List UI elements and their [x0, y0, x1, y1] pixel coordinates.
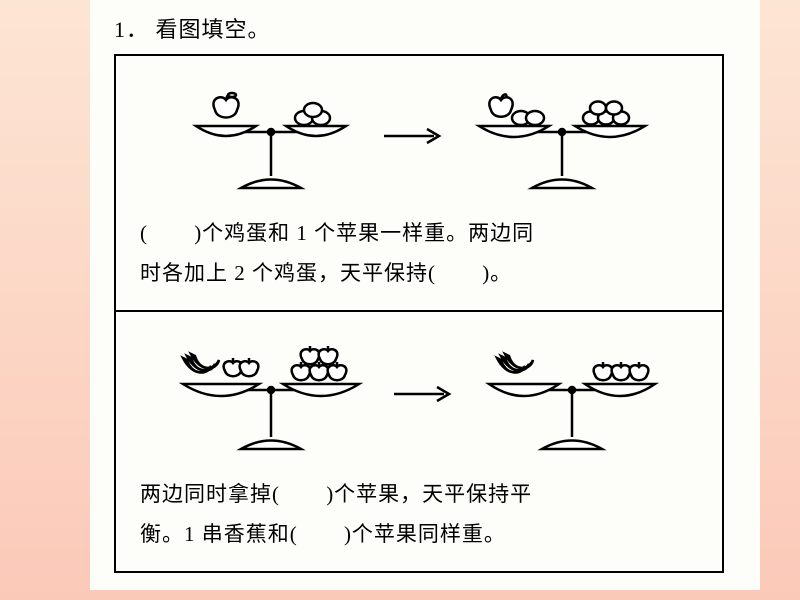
- arrow-icon: [389, 384, 459, 404]
- p1-seg2: )个鸡蛋和 1 个苹果一样重。两边同: [194, 221, 534, 245]
- p2-seg3: 衡。1 串香蕉和(: [140, 522, 298, 546]
- content-box: ( )个鸡蛋和 1 个苹果一样重。两边同 时各加上 2 个鸡蛋，天平保持( )。: [114, 54, 724, 573]
- p1-seg4: )。: [482, 261, 512, 285]
- balance-scale-apple2eggs-5eggs: [467, 76, 657, 196]
- panel2-text: 两边同时拿掉( )个苹果，天平保持平 衡。1 串香蕉和( )个苹果同样重。: [140, 475, 698, 555]
- arrow-icon: [379, 126, 449, 146]
- p2-seg4: )个苹果同样重。: [344, 522, 506, 546]
- p1-seg1: (: [140, 221, 148, 245]
- question-title: 1． 看图填空。: [114, 12, 736, 44]
- panel1-figures: [140, 76, 698, 196]
- title-text: 看图填空。: [156, 17, 271, 42]
- worksheet-page: 1． 看图填空。: [90, 0, 760, 590]
- p1-seg3: 时各加上 2 个鸡蛋，天平保持(: [140, 261, 436, 285]
- panel1-text: ( )个鸡蛋和 1 个苹果一样重。两边同 时各加上 2 个鸡蛋，天平保持( )。: [140, 214, 698, 294]
- title-number: 1．: [114, 17, 149, 42]
- balance-scale-banana-apples-right: [477, 332, 667, 457]
- panel-2: 两边同时拿掉( )个苹果，天平保持平 衡。1 串香蕉和( )个苹果同样重。: [116, 310, 722, 571]
- panel2-figures: [140, 332, 698, 457]
- panel-1: ( )个鸡蛋和 1 个苹果一样重。两边同 时各加上 2 个鸡蛋，天平保持( )。: [116, 56, 722, 310]
- p2-seg2: )个苹果，天平保持平: [326, 482, 532, 506]
- balance-scale-banana-apples-left: [171, 332, 371, 457]
- p2-seg1: 两边同时拿掉(: [140, 482, 280, 506]
- balance-scale-apple-3eggs: [181, 76, 361, 196]
